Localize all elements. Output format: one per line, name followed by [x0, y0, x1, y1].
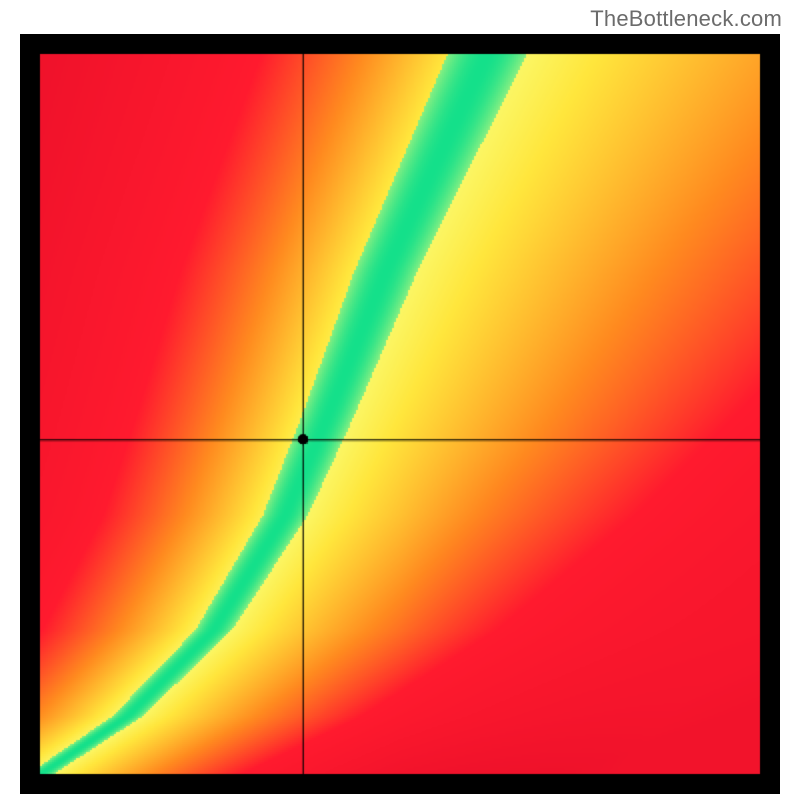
chart-frame: [20, 34, 780, 794]
watermark: TheBottleneck.com: [590, 6, 782, 32]
heatmap-canvas: [20, 34, 780, 794]
